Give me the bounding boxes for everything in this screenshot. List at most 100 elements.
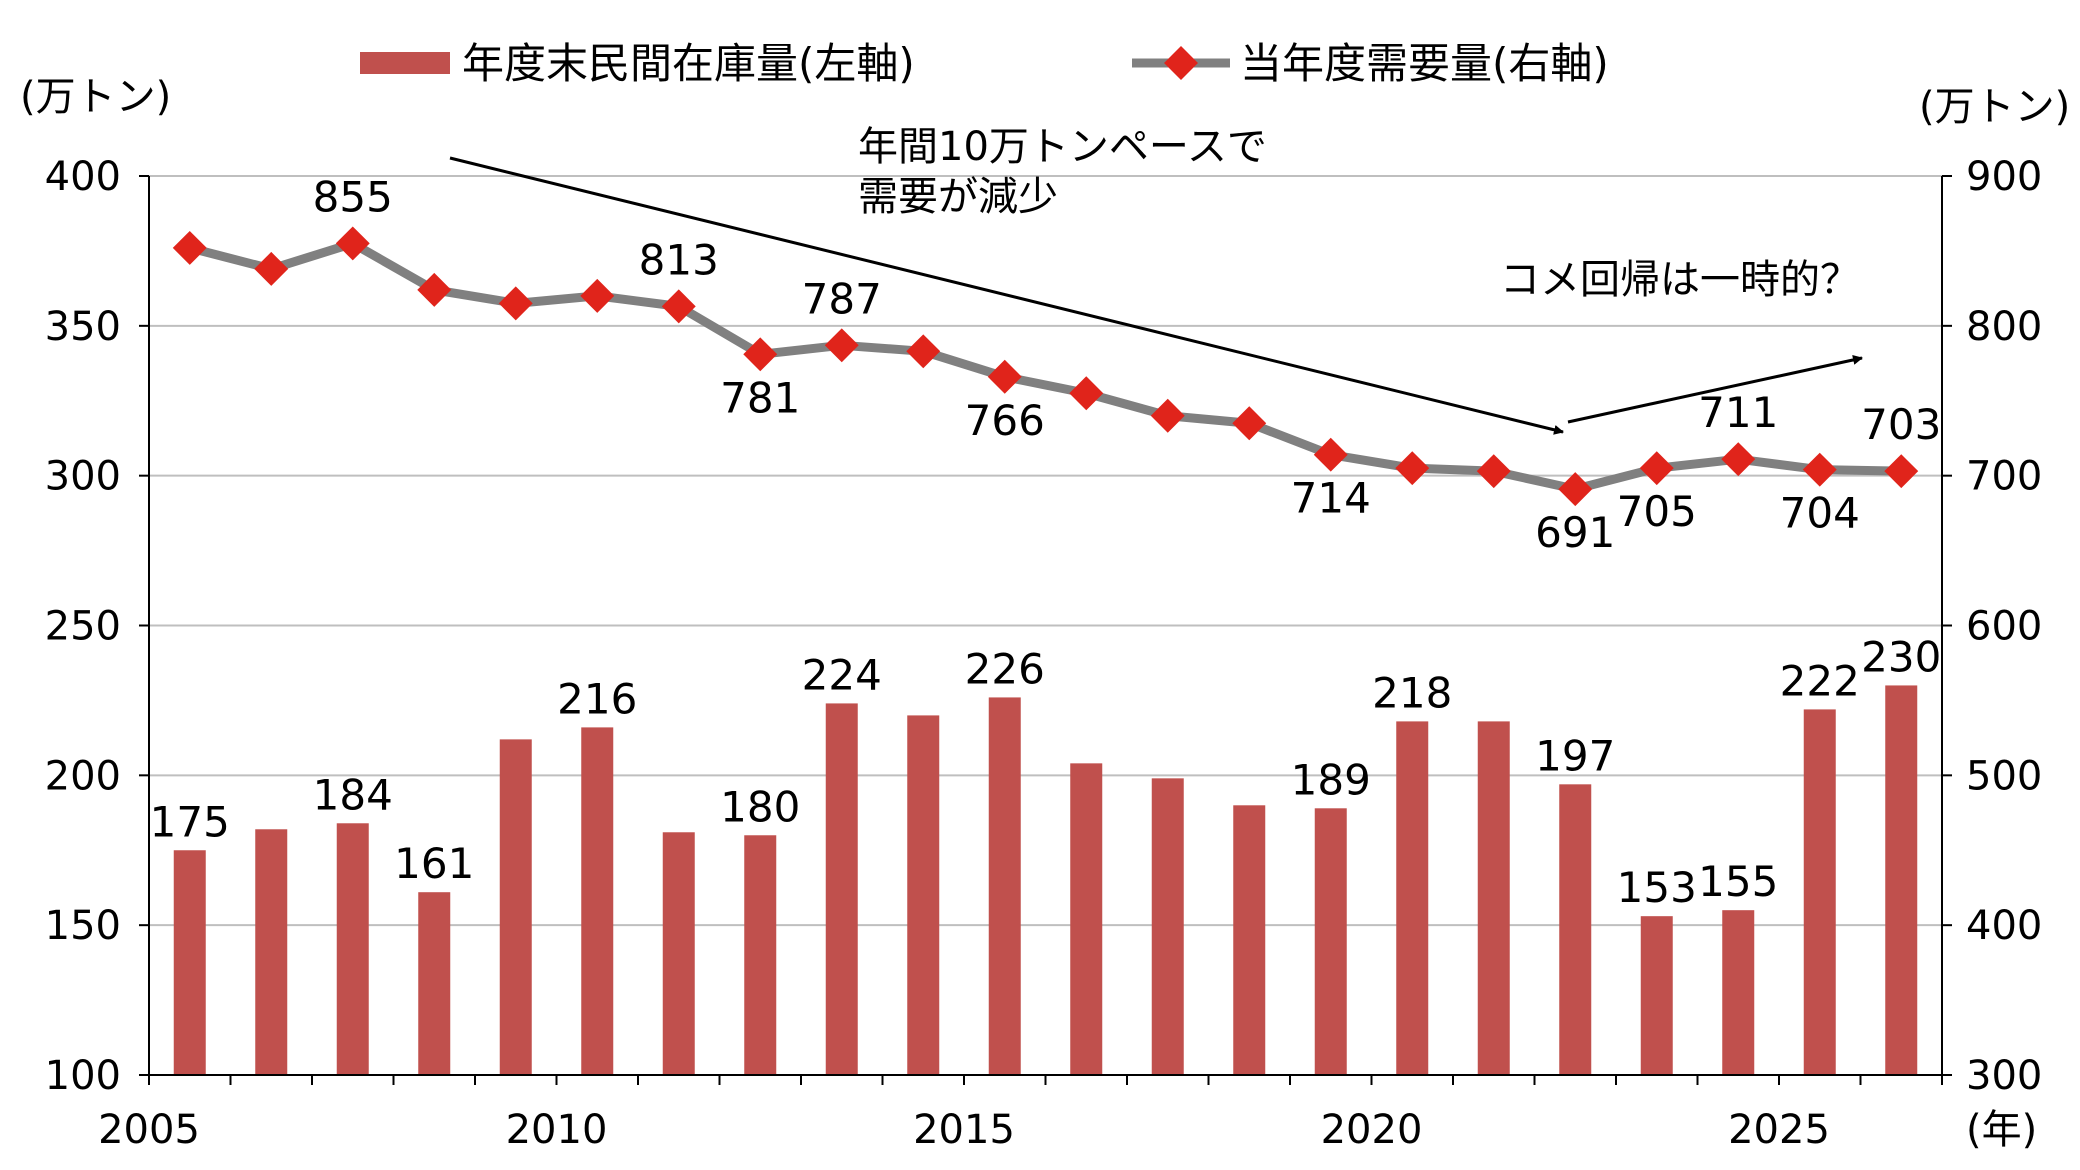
line-data-label: 711 — [1698, 388, 1778, 437]
line-data-label: 703 — [1861, 400, 1941, 449]
bar-data-label: 189 — [1291, 755, 1371, 804]
annotation-decline-line1: 年間10万トンペースで — [858, 124, 1267, 170]
demand-marker — [172, 230, 207, 265]
line-data-label: 855 — [313, 172, 393, 221]
bar-data-label: 184 — [313, 770, 393, 819]
bar-stock — [1803, 709, 1836, 1075]
bar-data-label: 153 — [1617, 863, 1697, 912]
bar-stock — [1477, 721, 1510, 1075]
line-data-label: 691 — [1535, 508, 1615, 557]
bar-stock — [662, 832, 695, 1075]
x-tick-label: 2020 — [1321, 1107, 1423, 1153]
line-data-label: 766 — [965, 396, 1045, 445]
annotations: 年間10万トンペースで 需要が減少 コメ回帰は一時的？ — [449, 124, 1863, 435]
x-tick-label: 2005 — [98, 1107, 200, 1153]
right-tick-label: 400 — [1966, 903, 2042, 949]
tick-labels: 100 150 200 250 300 350 400 300 400 500 600 700 800 9… — [45, 154, 2043, 1153]
legend-line-marker — [1164, 46, 1198, 80]
left-tick-label: 300 — [45, 454, 121, 500]
bar-data-label: 155 — [1698, 857, 1778, 906]
right-tick-label: 500 — [1966, 753, 2042, 799]
left-tick-label: 350 — [45, 304, 121, 350]
demand-marker — [580, 278, 615, 313]
left-axis-unit: (万トン) — [20, 74, 171, 120]
bar-stock — [499, 739, 532, 1075]
demand-marker — [1558, 472, 1593, 507]
bar-data-label: 224 — [802, 650, 882, 699]
x-tick-label: 2025 — [1728, 1107, 1830, 1153]
demand-marker — [335, 226, 370, 261]
bar-data-label: 230 — [1861, 632, 1941, 681]
demand-marker — [1232, 406, 1267, 441]
demand-marker — [254, 251, 289, 286]
trend-arrow-down — [449, 156, 1564, 435]
bar-stock — [418, 892, 451, 1075]
line-data-label: 813 — [639, 235, 719, 284]
bar-stock — [173, 850, 206, 1075]
demand-marker — [987, 359, 1022, 394]
right-tick-label: 600 — [1966, 604, 2042, 650]
bar-stock — [1885, 685, 1918, 1075]
axes — [139, 175, 1952, 1085]
bar-series-stock — [173, 685, 1918, 1075]
right-tick-label: 700 — [1966, 454, 2042, 500]
bar-data-label: 218 — [1372, 668, 1452, 717]
demand-marker — [1069, 376, 1104, 411]
left-tick-label: 250 — [45, 604, 121, 650]
demand-marker — [1313, 437, 1348, 472]
bar-stock — [1722, 910, 1755, 1075]
line-data-label: 781 — [720, 373, 800, 422]
bar-data-label: 180 — [720, 782, 800, 831]
bar-data-label: 222 — [1780, 656, 1860, 705]
bar-data-label: 161 — [394, 839, 474, 888]
bar-data-label: 226 — [965, 644, 1045, 693]
line-series-demand — [172, 226, 1919, 507]
line-data-label: 787 — [802, 274, 882, 323]
demand-marker — [498, 286, 533, 321]
bar-stock — [1396, 721, 1429, 1075]
line-data-label: 714 — [1291, 474, 1371, 523]
right-tick-label: 900 — [1966, 154, 2042, 200]
bar-stock — [1233, 805, 1266, 1075]
bar-data-label: 197 — [1535, 731, 1615, 780]
bar-stock — [1151, 778, 1184, 1075]
bar-stock — [255, 829, 288, 1075]
demand-marker — [824, 328, 859, 363]
annotation-return: コメ回帰は一時的？ — [1500, 257, 1860, 303]
demand-marker — [1884, 454, 1919, 489]
annotation-decline-line2: 需要が減少 — [858, 174, 1058, 220]
demand-line — [188, 238, 1902, 494]
demand-marker — [1802, 452, 1837, 487]
legend: 年度末民間在庫量(左軸) 当年度需要量(右軸) — [360, 39, 1609, 88]
right-tick-label: 300 — [1966, 1053, 2042, 1099]
bar-data-label: 216 — [557, 674, 637, 723]
demand-marker — [1395, 451, 1430, 486]
demand-marker — [743, 337, 778, 372]
demand-marker — [1150, 398, 1185, 433]
bar-stock — [336, 823, 369, 1075]
demand-marker — [906, 334, 941, 369]
x-tick-label: 2015 — [913, 1107, 1015, 1153]
line-data-label: 704 — [1780, 489, 1860, 538]
bar-stock — [744, 835, 777, 1075]
demand-marker — [1476, 454, 1511, 489]
bar-data-label: 175 — [150, 797, 230, 846]
demand-marker — [1721, 442, 1756, 477]
bar-stock — [1559, 784, 1592, 1075]
demand-marker — [1639, 451, 1674, 486]
bar-stock — [907, 715, 940, 1075]
legend-bar-label: 年度末民間在庫量(左軸) — [462, 39, 915, 88]
x-axis-unit: (年) — [1966, 1107, 2037, 1153]
bar-stock — [1070, 763, 1103, 1075]
bar-stock — [1314, 808, 1347, 1075]
left-tick-label: 150 — [45, 903, 121, 949]
right-tick-label: 800 — [1966, 304, 2042, 350]
x-tick-label: 2010 — [506, 1107, 608, 1153]
trend-arrow-up — [1567, 355, 1863, 424]
demand-marker — [661, 289, 696, 324]
bar-stock — [825, 703, 858, 1075]
legend-bar-swatch — [360, 52, 450, 74]
bar-stock — [1640, 916, 1673, 1075]
